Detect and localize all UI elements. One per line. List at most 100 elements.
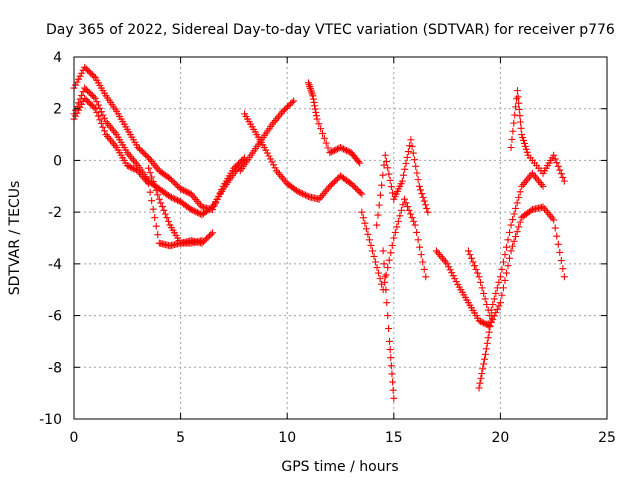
data-point xyxy=(507,144,515,151)
data-point xyxy=(376,275,384,283)
data-point xyxy=(386,176,394,184)
data-point xyxy=(452,278,460,286)
data-point xyxy=(303,192,311,200)
data-point xyxy=(507,247,515,255)
series-track-d xyxy=(145,164,206,247)
data-point xyxy=(550,151,558,159)
data-point xyxy=(297,189,305,197)
data-point xyxy=(403,153,411,161)
data-point xyxy=(148,197,156,205)
data-point xyxy=(169,177,177,185)
data-point xyxy=(556,248,564,256)
data-point xyxy=(475,384,483,392)
data-point xyxy=(180,186,188,194)
data-point xyxy=(330,146,338,154)
data-point xyxy=(412,162,420,170)
data-point xyxy=(164,217,172,225)
data-point xyxy=(501,276,509,284)
data-point xyxy=(517,118,525,126)
data-point xyxy=(474,269,482,277)
data-point xyxy=(271,164,279,172)
data-point xyxy=(202,235,210,243)
data-point xyxy=(123,162,131,170)
data-point xyxy=(370,252,378,260)
data-point xyxy=(295,188,303,196)
data-point xyxy=(493,284,501,292)
data-point xyxy=(464,247,472,255)
data-point xyxy=(396,212,404,220)
data-point xyxy=(154,231,162,239)
data-point xyxy=(319,129,327,137)
data-point xyxy=(311,105,319,113)
data-point xyxy=(413,169,421,177)
series-track-h xyxy=(358,195,430,294)
data-point xyxy=(553,232,561,240)
data-point xyxy=(515,105,523,113)
data-point xyxy=(157,199,165,207)
data-point xyxy=(510,210,518,218)
x-tick-label: 10 xyxy=(278,430,296,446)
data-point xyxy=(386,346,394,354)
data-point xyxy=(298,190,306,198)
data-point xyxy=(128,164,136,172)
data-point xyxy=(78,91,86,99)
data-point xyxy=(384,264,392,272)
data-point xyxy=(361,219,369,227)
data-point xyxy=(284,103,292,111)
data-point xyxy=(134,144,142,151)
x-tick-label: 20 xyxy=(491,430,509,446)
data-point xyxy=(382,158,390,166)
data-point xyxy=(356,189,364,197)
data-point xyxy=(492,289,500,297)
data-point xyxy=(419,258,427,266)
data-point xyxy=(507,221,515,229)
data-point xyxy=(417,186,425,194)
data-point xyxy=(550,216,558,224)
data-point xyxy=(397,206,405,214)
data-point xyxy=(554,162,562,170)
data-point xyxy=(329,179,337,187)
data-point xyxy=(551,155,559,163)
data-point xyxy=(91,94,99,102)
data-point xyxy=(502,243,510,251)
data-point xyxy=(402,199,410,207)
data-point xyxy=(315,120,323,128)
data-point xyxy=(145,164,153,172)
data-point xyxy=(152,222,160,230)
data-point xyxy=(340,145,348,153)
data-point xyxy=(519,134,527,142)
data-point xyxy=(368,247,376,255)
data-point xyxy=(385,170,393,178)
data-point xyxy=(93,98,101,106)
data-point xyxy=(326,182,334,190)
data-point xyxy=(149,177,157,185)
data-point xyxy=(493,305,501,313)
x-tick-label: 0 xyxy=(70,430,79,446)
data-point xyxy=(401,165,409,173)
data-point xyxy=(279,107,287,115)
data-point xyxy=(560,273,568,281)
data-point xyxy=(467,254,475,262)
chart-title: Day 365 of 2022, Sidereal Day-to-day VTE… xyxy=(46,22,615,38)
data-point xyxy=(389,378,397,386)
data-point xyxy=(421,201,429,209)
x-tick-label: 25 xyxy=(598,430,616,446)
data-point xyxy=(477,317,485,325)
data-point xyxy=(413,228,421,236)
plot-frame xyxy=(73,56,608,420)
data-point xyxy=(515,99,523,107)
data-point xyxy=(502,269,510,277)
data-point xyxy=(417,251,425,259)
data-point xyxy=(378,181,386,189)
data-point xyxy=(479,365,487,373)
data-point xyxy=(471,262,479,270)
data-point xyxy=(387,183,395,191)
data-point xyxy=(167,193,175,201)
data-point xyxy=(172,180,180,188)
data-point xyxy=(75,106,83,114)
data-point xyxy=(349,181,357,189)
data-point xyxy=(294,187,302,195)
data-point xyxy=(477,278,485,286)
